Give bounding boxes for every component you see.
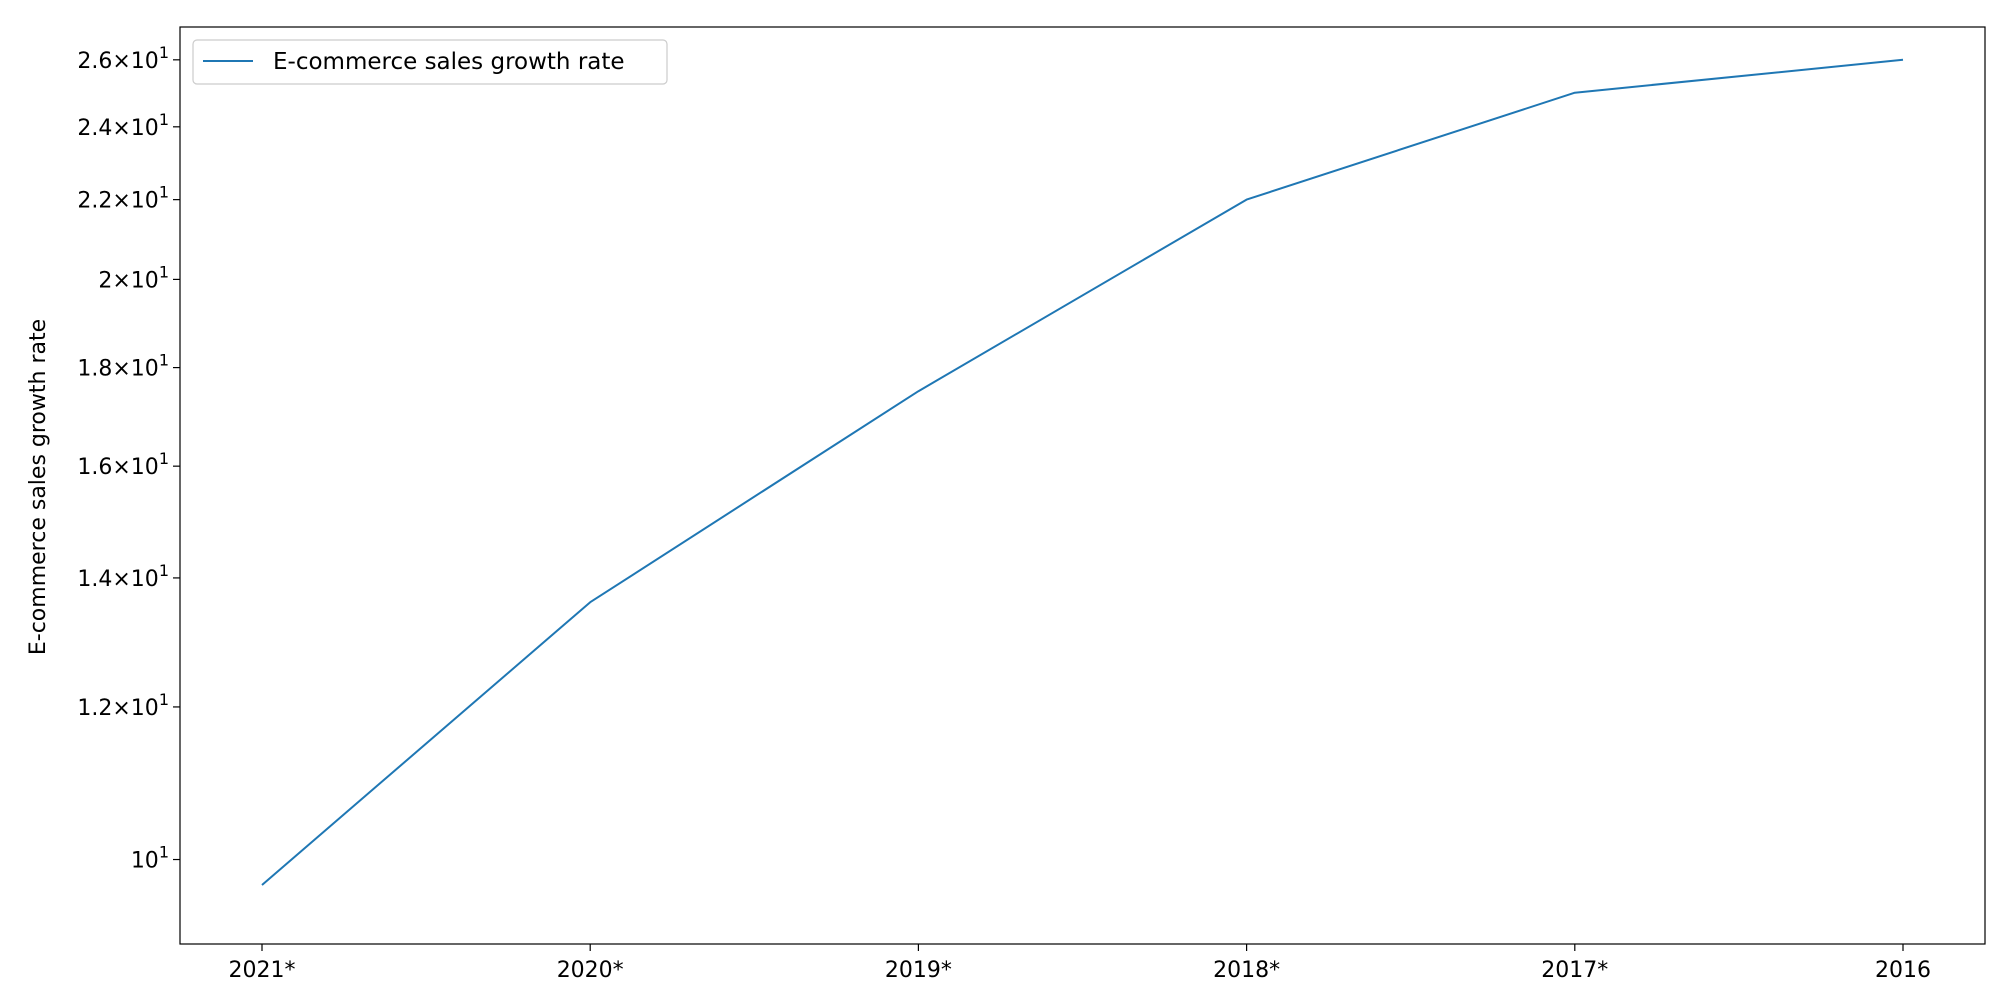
plot-area [261,58,1904,886]
y-tick-label: 2.6×101 [77,43,169,74]
legend: E-commerce sales growth rate [192,39,668,85]
y-axis: 101 1.2×101 1.4×101 1.6×101 1.8×101 2×101 2.2×… [77,43,180,874]
x-tick-label: 2021* [229,958,296,983]
legend-label: E-commerce sales growth rate [273,49,625,75]
x-tick-label: 2016 [1875,958,1931,983]
y-tick-label: 1.4×101 [77,561,169,592]
plot-frame [179,26,1986,945]
y-tick-label: 1.6×101 [77,449,169,480]
series-line [261,58,1904,886]
legend-frame [192,39,668,85]
x-tick-label: 2018* [1213,958,1280,983]
y-tick-label: 2.2×101 [77,183,169,214]
x-tick-label: 2019* [885,958,952,983]
y-tick-label: 1.8×101 [77,351,169,382]
y-tick-label: 101 [131,843,169,874]
y-tick-label: 2.4×101 [77,110,169,141]
x-axis: 2021* 2020* 2019* 2018* 2017* 2016 [229,944,1931,983]
x-tick-label: 2017* [1541,958,1608,983]
y-tick-label: 1.2×101 [77,690,169,721]
y-axis-title: E-commerce sales growth rate [26,319,51,655]
y-tick-label: 2×101 [98,262,169,293]
x-tick-label: 2020* [557,958,624,983]
